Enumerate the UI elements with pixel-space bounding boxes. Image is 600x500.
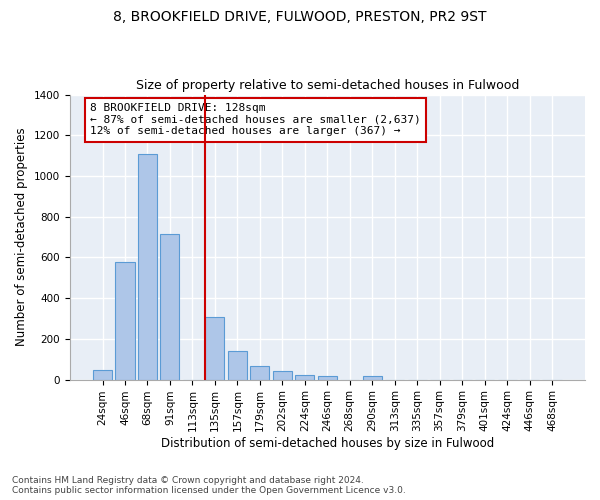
Bar [205, 317, 224, 380]
Bar [250, 366, 269, 380]
Bar [160, 234, 179, 380]
Title: Size of property relative to semi-detached houses in Fulwood: Size of property relative to semi-detach… [136, 79, 519, 92]
Text: 8 BROOKFIELD DRIVE: 128sqm
← 87% of semi-detached houses are smaller (2,637)
12%: 8 BROOKFIELD DRIVE: 128sqm ← 87% of semi… [90, 103, 421, 136]
X-axis label: Distribution of semi-detached houses by size in Fulwood: Distribution of semi-detached houses by … [161, 437, 494, 450]
Bar [93, 370, 112, 380]
Y-axis label: Number of semi-detached properties: Number of semi-detached properties [15, 128, 28, 346]
Bar [362, 376, 382, 380]
Bar [138, 154, 157, 380]
Bar [273, 372, 292, 380]
Text: 8, BROOKFIELD DRIVE, FULWOOD, PRESTON, PR2 9ST: 8, BROOKFIELD DRIVE, FULWOOD, PRESTON, P… [113, 10, 487, 24]
Text: Contains HM Land Registry data © Crown copyright and database right 2024.
Contai: Contains HM Land Registry data © Crown c… [12, 476, 406, 495]
Bar [115, 262, 134, 380]
Bar [228, 351, 247, 380]
Bar [295, 374, 314, 380]
Bar [318, 376, 337, 380]
